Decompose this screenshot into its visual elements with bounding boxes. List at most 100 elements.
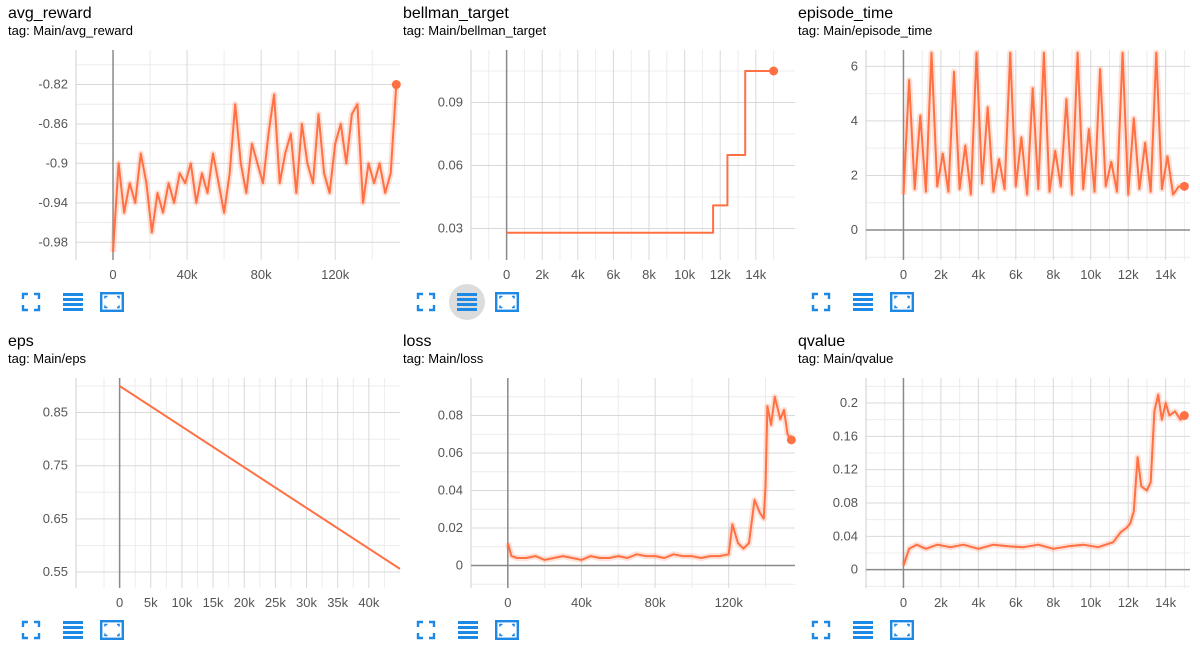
y-tick-label: 0 bbox=[456, 558, 463, 573]
fit-domain-icon bbox=[100, 620, 124, 640]
x-tick-label: 4k bbox=[972, 267, 986, 282]
y-tick-label: 0.12 bbox=[833, 462, 858, 477]
chart-plot[interactable]: 0 2k 4k 6k 8k 10k 12k 14k 0.03 0.06 0.09 bbox=[403, 40, 798, 287]
y-tick-label: -0.86 bbox=[38, 116, 68, 131]
chart-svg: 0 2k 4k 6k 8k 10k 12k 14k 0 0.04 0.08 0.12 0.16 0.2 bbox=[833, 378, 1190, 610]
fullscreen-button[interactable] bbox=[808, 617, 834, 643]
x-tick-label: 120k bbox=[715, 595, 744, 610]
fit-domain-icon bbox=[890, 620, 914, 640]
y-tick-label: -0.82 bbox=[38, 77, 68, 92]
x-tick-label: 80k bbox=[645, 595, 666, 610]
fit-domain-button[interactable] bbox=[97, 617, 124, 643]
fit-domain-icon bbox=[100, 292, 124, 312]
x-tick-label: 8k bbox=[1046, 267, 1060, 282]
y-tick-label: 0.75 bbox=[43, 458, 68, 473]
y-tick-label: 0.06 bbox=[438, 158, 463, 173]
x-tick-label: 120k bbox=[321, 267, 350, 282]
series-line bbox=[112, 84, 398, 253]
y-tick-label: 0.65 bbox=[43, 511, 68, 526]
x-tick-label: 4k bbox=[972, 595, 986, 610]
last-point-marker bbox=[1179, 181, 1189, 191]
fullscreen-button[interactable] bbox=[808, 289, 834, 315]
toggle-log-scale-button[interactable] bbox=[850, 289, 876, 315]
list-icon bbox=[853, 293, 873, 311]
chart-title: loss bbox=[403, 333, 432, 350]
x-tick-label: 0 bbox=[109, 267, 116, 282]
x-tick-label: 2k bbox=[934, 595, 948, 610]
fit-domain-button[interactable] bbox=[97, 289, 124, 315]
chart-panel-eps: eps tag: Main/eps 0 5k 10k 15k 20k 25k 30k 35k 4… bbox=[8, 328, 403, 655]
x-tick-label: 8k bbox=[1046, 595, 1060, 610]
x-tick-label: 10k bbox=[1080, 267, 1101, 282]
chart-panel-bellman-target: bellman_target tag: Main/bellman_target … bbox=[403, 0, 798, 327]
x-tick-label: 40k bbox=[358, 595, 379, 610]
toggle-log-scale-button[interactable] bbox=[850, 617, 876, 643]
x-tick-label: 0 bbox=[503, 267, 510, 282]
fullscreen-button[interactable] bbox=[18, 289, 44, 315]
series-line bbox=[506, 395, 793, 561]
chart-plot[interactable]: 0 5k 10k 15k 20k 25k 30k 35k 40k 0.55 0.65 0.75 0.85 bbox=[8, 368, 403, 615]
x-tick-label: 10k bbox=[171, 595, 192, 610]
x-tick-label: 14k bbox=[745, 267, 766, 282]
y-tick-label: 4 bbox=[851, 113, 858, 128]
fit-domain-button[interactable] bbox=[492, 617, 519, 643]
last-point-marker bbox=[769, 66, 779, 76]
list-icon bbox=[63, 293, 83, 311]
x-tick-label: 8k bbox=[642, 267, 656, 282]
chart-plot[interactable]: 0 2k 4k 6k 8k 10k 12k 14k 0 0.04 0.08 0.12 0.16 0.2 bbox=[798, 368, 1193, 615]
list-icon bbox=[63, 621, 83, 639]
chart-plot[interactable]: 0 40k 80k 120k -0.98 -0.94 -0.9 -0.86 -0.82 bbox=[8, 40, 403, 287]
y-tick-label: 0.85 bbox=[43, 405, 68, 420]
chart-title: bellman_target bbox=[403, 5, 509, 22]
chart-subtitle: tag: Main/qvalue bbox=[798, 351, 894, 366]
chart-plot[interactable]: 0 2k 4k 6k 8k 10k 12k 14k 0 2 4 6 bbox=[798, 40, 1193, 287]
y-tick-label: 0.09 bbox=[438, 95, 463, 110]
chart-svg: 0 40k 80k 120k -0.98 -0.94 -0.9 -0.86 -0.82 bbox=[38, 50, 401, 282]
y-tick-label: 0 bbox=[851, 222, 858, 237]
fit-domain-button[interactable] bbox=[492, 289, 519, 315]
x-tick-label: 0 bbox=[900, 595, 907, 610]
toggle-log-scale-button[interactable] bbox=[455, 617, 481, 643]
last-point-marker bbox=[391, 80, 401, 90]
y-tick-label: 0.2 bbox=[840, 395, 858, 410]
x-tick-label: 12k bbox=[710, 267, 731, 282]
chart-svg: 0 5k 10k 15k 20k 25k 30k 35k 40k 0.55 0.65 0.75 0.85 bbox=[43, 378, 401, 610]
y-tick-label: 0 bbox=[851, 562, 858, 577]
x-tick-label: 5k bbox=[144, 595, 158, 610]
x-tick-label: 30k bbox=[296, 595, 317, 610]
chart-plot[interactable]: 0 40k 80k 120k 0 0.02 0.04 0.06 0.08 bbox=[403, 368, 798, 615]
chart-title: avg_reward bbox=[8, 5, 92, 22]
expand-icon bbox=[416, 292, 436, 312]
x-tick-label: 0 bbox=[504, 595, 511, 610]
x-tick-label: 40k bbox=[177, 267, 198, 282]
chart-panel-loss: loss tag: Main/loss 0 40k 80k 120k 0 0.02 0.04… bbox=[403, 328, 798, 655]
x-tick-label: 12k bbox=[1118, 267, 1139, 282]
x-tick-label: 10k bbox=[674, 267, 695, 282]
x-tick-label: 35k bbox=[327, 595, 348, 610]
expand-icon bbox=[811, 620, 831, 640]
list-icon bbox=[458, 621, 478, 639]
raw-series-line bbox=[504, 393, 794, 563]
x-tick-label: 20k bbox=[234, 595, 255, 610]
chart-subtitle: tag: Main/loss bbox=[403, 351, 484, 366]
fullscreen-button[interactable] bbox=[18, 617, 44, 643]
chart-panel-qvalue: qvalue tag: Main/qvalue 0 2k 4k 6k 8k 10k 12k 1… bbox=[798, 328, 1193, 655]
x-tick-label: 10k bbox=[1080, 595, 1101, 610]
toggle-log-scale-button[interactable] bbox=[60, 289, 86, 315]
expand-icon bbox=[21, 292, 41, 312]
toggle-log-scale-button[interactable] bbox=[449, 284, 485, 320]
y-tick-label: 0.02 bbox=[438, 520, 463, 535]
fullscreen-button[interactable] bbox=[413, 617, 439, 643]
x-tick-label: 15k bbox=[203, 595, 224, 610]
series-line bbox=[902, 393, 1186, 566]
x-tick-label: 25k bbox=[265, 595, 286, 610]
series-line bbox=[506, 70, 774, 234]
list-icon bbox=[853, 621, 873, 639]
fit-domain-button[interactable] bbox=[887, 617, 914, 643]
x-tick-label: 12k bbox=[1118, 595, 1139, 610]
expand-icon bbox=[416, 620, 436, 640]
toggle-log-scale-button[interactable] bbox=[60, 617, 86, 643]
y-tick-label: 0.08 bbox=[438, 408, 463, 423]
fit-domain-button[interactable] bbox=[887, 289, 914, 315]
fullscreen-button[interactable] bbox=[413, 289, 439, 315]
